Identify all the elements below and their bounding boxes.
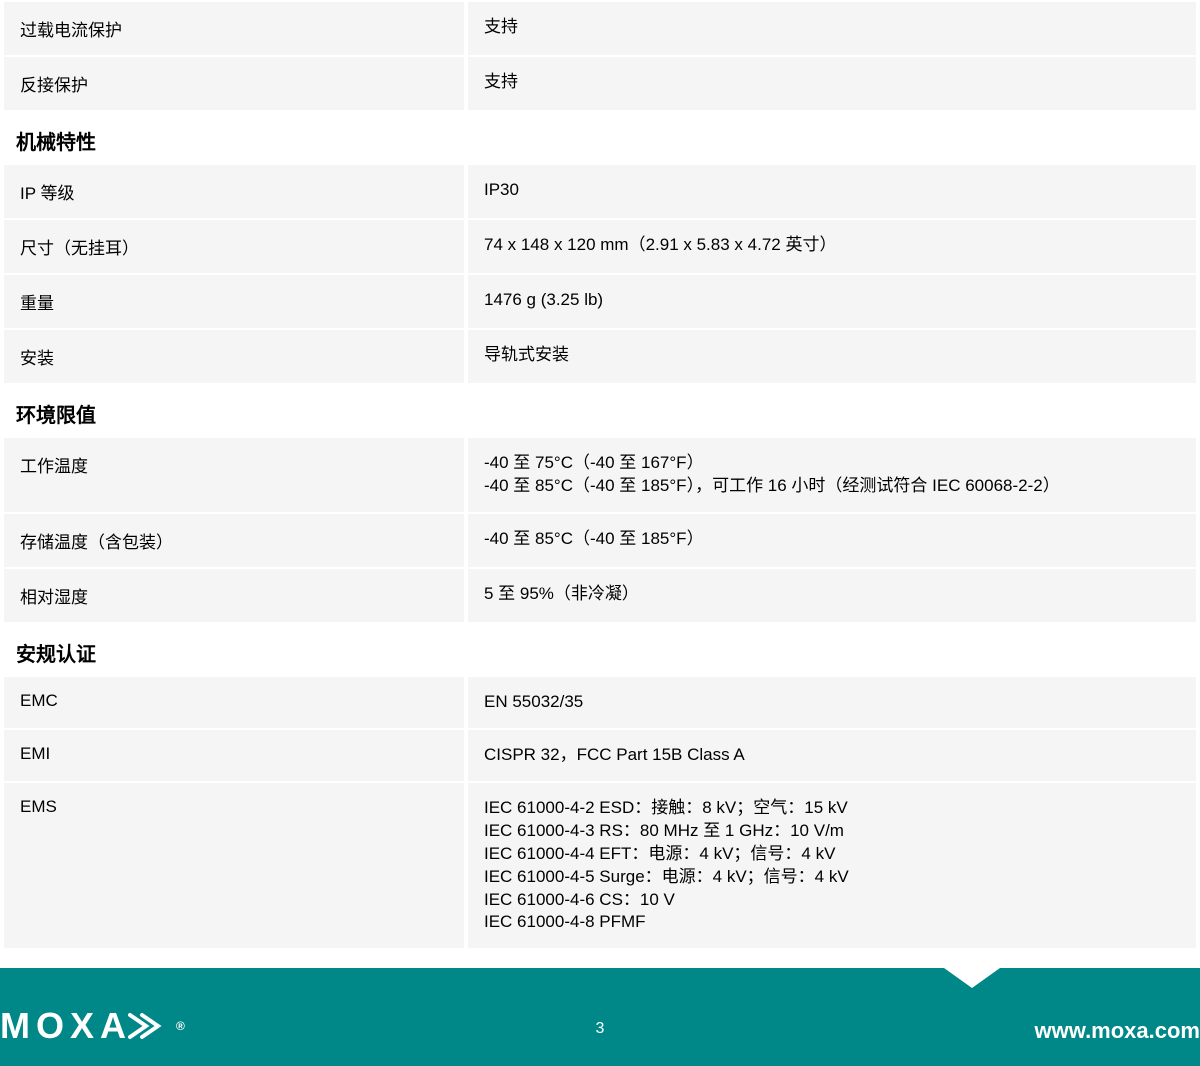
spec-value: -40 至 75°C（-40 至 167°F） -40 至 85°C（-40 至… xyxy=(468,438,1196,512)
spec-value: 支持 xyxy=(468,57,1196,110)
spec-value: 1476 g (3.25 lb) xyxy=(468,275,1196,328)
registered-mark: ® xyxy=(176,1019,191,1033)
spec-row: EMSIEC 61000-4-2 ESD：接触：8 kV；空气：15 kV IE… xyxy=(4,783,1196,949)
spec-value: 导轨式安装 xyxy=(468,330,1196,383)
spec-row: EMCEN 55032/35 xyxy=(4,677,1196,728)
spec-label: EMC xyxy=(4,677,464,728)
footer-url: www.moxa.com xyxy=(1035,1018,1200,1044)
logo: MOXA ® xyxy=(0,1005,191,1047)
spec-value: 支持 xyxy=(468,2,1196,55)
spec-row: 存储温度（含包装）-40 至 85°C（-40 至 185°F） xyxy=(4,514,1196,567)
spec-row: 工作温度-40 至 75°C（-40 至 167°F） -40 至 85°C（-… xyxy=(4,438,1196,512)
section-header: 环境限值 xyxy=(0,385,1200,436)
spec-label: EMI xyxy=(4,730,464,781)
spec-label: EMS xyxy=(4,783,464,949)
spec-row: 相对湿度5 至 95%（非冷凝） xyxy=(4,569,1196,622)
spec-value: -40 至 85°C（-40 至 185°F） xyxy=(468,514,1196,567)
spec-label: 工作温度 xyxy=(4,438,464,512)
spec-row: 尺寸（无挂耳）74 x 148 x 120 mm（2.91 x 5.83 x 4… xyxy=(4,220,1196,273)
logo-arrow-icon xyxy=(128,1011,168,1041)
page-number: 3 xyxy=(596,1020,605,1038)
spec-row: 反接保护支持 xyxy=(4,57,1196,110)
logo-letters: MOXA xyxy=(0,1005,132,1047)
spec-row: EMICISPR 32，FCC Part 15B Class A xyxy=(4,730,1196,781)
spec-content: 过载电流保护支持反接保护支持机械特性IP 等级IP30尺寸（无挂耳）74 x 1… xyxy=(0,2,1200,948)
section-header: 安规认证 xyxy=(0,624,1200,675)
spec-label: 相对湿度 xyxy=(4,569,464,622)
spec-row: IP 等级IP30 xyxy=(4,165,1196,218)
spec-row: 安装导轨式安装 xyxy=(4,330,1196,383)
section-header: 机械特性 xyxy=(0,112,1200,163)
spec-label: 过载电流保护 xyxy=(4,2,464,55)
spec-value: 74 x 148 x 120 mm（2.91 x 5.83 x 4.72 英寸） xyxy=(468,220,1196,273)
footer-notch xyxy=(944,968,1000,988)
spec-label: 存储温度（含包装） xyxy=(4,514,464,567)
spec-value: 5 至 95%（非冷凝） xyxy=(468,569,1196,622)
spec-label: 尺寸（无挂耳） xyxy=(4,220,464,273)
spec-label: 重量 xyxy=(4,275,464,328)
spec-value: IP30 xyxy=(468,165,1196,218)
logo-text: MOXA ® xyxy=(0,1005,191,1047)
spec-label: 安装 xyxy=(4,330,464,383)
spec-value: CISPR 32，FCC Part 15B Class A xyxy=(468,730,1196,781)
spec-row: 过载电流保护支持 xyxy=(4,2,1196,55)
spec-label: 反接保护 xyxy=(4,57,464,110)
spec-value: EN 55032/35 xyxy=(468,677,1196,728)
spec-row: 重量1476 g (3.25 lb) xyxy=(4,275,1196,328)
spec-label: IP 等级 xyxy=(4,165,464,218)
page-footer: MOXA ® 3 www.moxa.com xyxy=(0,968,1200,1066)
spec-value: IEC 61000-4-2 ESD：接触：8 kV；空气：15 kV IEC 6… xyxy=(468,783,1196,949)
